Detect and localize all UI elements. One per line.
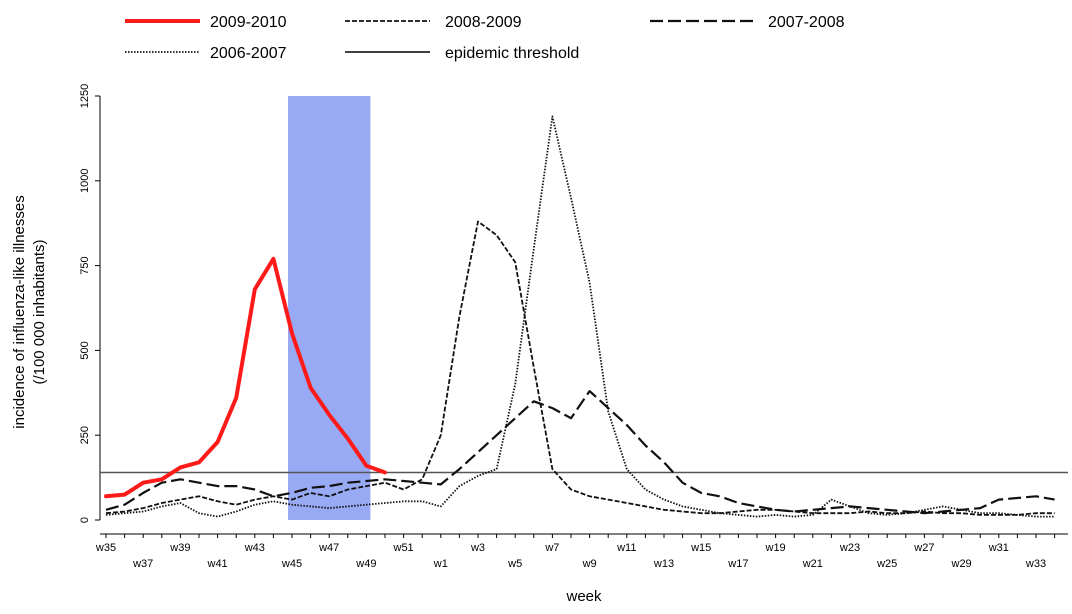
legend-label: 2008-2009 [445,14,522,31]
x-tick-label: w11 [616,542,636,554]
y-tick-label: 500 [79,341,91,359]
x-tick-label: w41 [207,558,228,570]
x-tick-label: w5 [507,558,522,570]
legend-label: epidemic threshold [445,45,579,62]
series-line-2008-2009 [105,220,1055,516]
x-tick-label: w43 [244,542,265,554]
x-tick-label: w47 [318,542,339,554]
x-tick-label: w27 [913,542,934,554]
x-tick-label: w15 [690,542,711,554]
x-tick-label: w25 [876,558,897,570]
x-tick-label: w45 [281,558,302,570]
y-tick-label: 250 [79,426,91,444]
x-axis-title: week [565,588,602,605]
series-line-2006-2007 [105,115,1055,518]
y-axis-title-line2: (/100 000 inhabitants) [31,239,48,384]
x-tick-label: w9 [582,558,597,570]
x-tick-label: w19 [765,542,786,554]
y-tick-label: 750 [79,256,91,274]
x-tick-label: w21 [802,558,823,570]
legend-label: 2006-2007 [210,45,287,62]
x-tick-label: w13 [653,558,674,570]
y-tick-label: 0 [79,517,91,523]
series-line-2007-2008 [105,390,1055,515]
legend-label: 2009-2010 [210,14,287,31]
y-tick-label: 1000 [79,169,91,193]
x-tick-label: w7 [544,542,559,554]
x-tick-label: w39 [169,542,190,554]
series-line-2009-2010 [104,256,387,499]
y-axis-title-line1: incidence of influenza-like illnesses [11,195,28,428]
x-tick-label: w37 [132,558,153,570]
y-tick-label: 1250 [79,84,91,108]
x-tick-label: w51 [393,542,414,554]
x-tick-label: w3 [470,542,485,554]
x-tick-label: w17 [727,558,748,570]
x-tick-label: w33 [1025,558,1046,570]
x-tick-label: w29 [951,558,972,570]
x-tick-label: w23 [839,542,860,554]
legend-label: 2007-2008 [768,14,845,31]
x-tick-label: w49 [355,558,376,570]
x-tick-label: w1 [433,558,448,570]
x-tick-label: w35 [95,542,116,554]
x-tick-label: w31 [988,542,1009,554]
